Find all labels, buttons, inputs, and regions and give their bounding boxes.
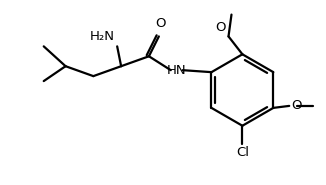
Text: O: O [156, 17, 166, 31]
Text: Cl: Cl [236, 146, 249, 159]
Text: H₂N: H₂N [90, 30, 115, 43]
Text: HN: HN [167, 64, 187, 77]
Text: O: O [291, 99, 302, 112]
Text: O: O [215, 21, 226, 34]
